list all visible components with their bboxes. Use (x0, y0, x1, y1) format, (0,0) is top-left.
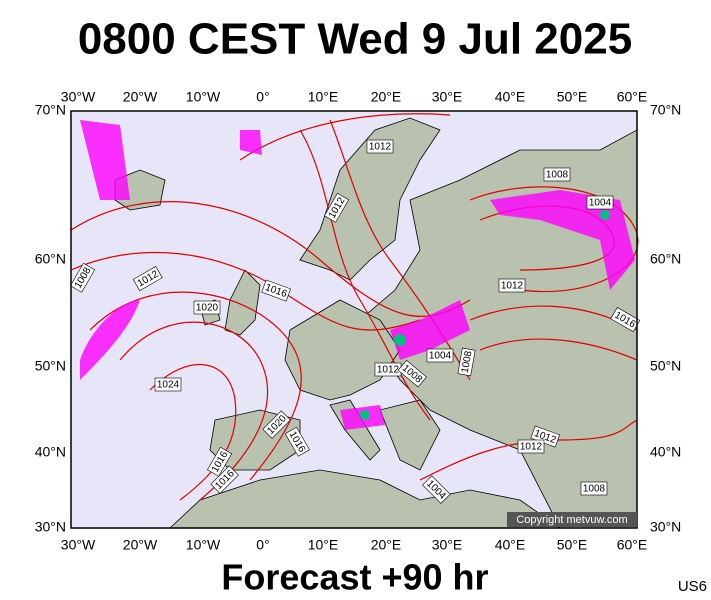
isobar-label-box (284, 426, 310, 457)
isobar-label-box (422, 475, 451, 504)
isobar-label: 1012 (517, 439, 545, 454)
isobar-label: 1024 (154, 377, 182, 392)
isobar-label-box (498, 278, 526, 293)
lon-label-top: 30°W (61, 89, 96, 105)
lon-label-top: 20°W (123, 89, 158, 105)
axis-labels: 30°W 30°W 20°W 20°W 10°W 10°W 0° 0° 10°E 10°E 20°E… (35, 89, 682, 553)
lat-label-left: 40°N (35, 444, 66, 460)
isobar-label-text: 1008 (460, 350, 475, 374)
lon-label-top: 10°W (186, 89, 221, 105)
isobar-label: 1012 (498, 278, 526, 293)
lat-label-right: 60°N (650, 251, 681, 267)
isobar-label: 1004 (426, 348, 454, 363)
lon-label-bottom: 10°W (186, 537, 221, 553)
lon-label-top: 50°E (557, 89, 588, 105)
lat-label-right: 30°N (650, 519, 681, 535)
lon-label-top: 60°E (617, 89, 648, 105)
lon-label-bottom: 40°E (495, 537, 526, 553)
copyright-box (507, 512, 637, 527)
isobar-label-box (262, 410, 291, 439)
land (114, 117, 638, 529)
isobar-label-text: 1012 (377, 365, 400, 376)
lon-label-bottom: 0° (256, 537, 269, 553)
precipitation (80, 120, 635, 430)
isobar-label-box (586, 195, 614, 210)
lon-label-bottom: 20°W (123, 537, 158, 553)
isobar-label: 1008 (543, 167, 571, 182)
map-border (70, 110, 638, 529)
isobar-label-box (154, 377, 182, 392)
lon-label-top: 30°E (432, 89, 463, 105)
lat-label-left: 60°N (35, 251, 66, 267)
isobar-label: 1012 (374, 362, 402, 377)
isobar-label-text: 1012 (369, 142, 392, 153)
isobar-label-box (261, 279, 291, 302)
lon-label-bottom: 30°E (432, 537, 463, 553)
isobar-label-box (580, 481, 608, 496)
isobar-label-box (426, 348, 454, 363)
isobar-label-box (457, 347, 476, 377)
isobar-label: 1008 (580, 481, 608, 496)
isobar-label-box (193, 300, 221, 315)
map-title: 0800 CEST Wed 9 Jul 2025 (78, 15, 632, 64)
isobar-label-text: 1008 (583, 484, 606, 495)
lon-label-top: 0° (256, 89, 269, 105)
lon-label-bottom: 30°W (61, 537, 96, 553)
copyright: Copyright metvuw.com (516, 514, 627, 526)
lon-label-top: 10°E (308, 89, 339, 105)
isobar-label: 1012 (366, 139, 394, 154)
isobar-label-text: 1008 (546, 170, 569, 181)
lat-label-left: 70°N (35, 102, 66, 118)
isobar-label-box (70, 262, 96, 293)
precip-core (360, 210, 610, 420)
lon-label-bottom: 20°E (371, 537, 402, 553)
lat-label-right: 40°N (650, 444, 681, 460)
lon-label-top: 40°E (495, 89, 526, 105)
isobar-label: 1004 (586, 195, 614, 210)
isobar-label-box (517, 439, 545, 454)
lon-label-top: 20°E (371, 89, 402, 105)
isobars (70, 113, 639, 501)
forecast-label: Forecast +90 hr (221, 557, 488, 598)
lat-label-right: 70°N (650, 102, 681, 118)
isobar-label: 1008 (457, 347, 476, 377)
isobar-label-box (210, 465, 239, 494)
isobar-label-box (543, 167, 571, 182)
lat-label-left: 30°N (35, 519, 66, 535)
isobar-label-text: 1004 (589, 198, 612, 209)
lon-label-bottom: 50°E (557, 537, 588, 553)
isobar-label-box (366, 139, 394, 154)
isobar-label-text: 1020 (196, 303, 219, 314)
isobar-label-text: 1024 (157, 380, 180, 391)
isobar-label-text: 1012 (520, 442, 543, 453)
lat-label-left: 50°N (35, 358, 66, 374)
isobar-label-box (397, 359, 427, 388)
model-code: US6 (678, 578, 707, 595)
isobar-label-text: 1012 (501, 281, 524, 292)
isobar-label-box (207, 446, 233, 477)
isobar-label-box (132, 266, 163, 292)
isobar-label-box (324, 192, 350, 223)
isobar-label: 1020 (193, 300, 221, 315)
lat-label-right: 50°N (650, 358, 681, 374)
lon-label-bottom: 60°E (617, 537, 648, 553)
isobar-label-text: 1004 (429, 351, 452, 362)
lon-label-bottom: 10°E (308, 537, 339, 553)
